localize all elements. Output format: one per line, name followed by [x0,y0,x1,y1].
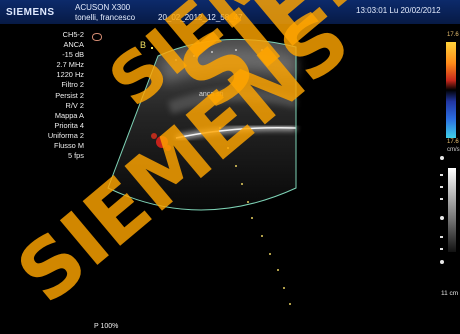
color-scale-max: 17.6 [447,32,459,38]
param-gain: -15 dB [62,50,84,60]
date-time: 13:03:01 Lu 20/02/2012 [356,6,441,15]
depth-label: 11 cm [441,290,459,297]
param-frequency: 2.7 MHz [56,60,84,70]
mode-label: B [140,40,147,50]
doppler-flow-spot [151,133,171,151]
gray-scale-bar [448,168,456,252]
param-rv: R/V 2 [65,100,84,110]
depth-markers [219,127,291,305]
param-flow: Flusso M [54,141,84,151]
color-scale-min: 17.6 [447,139,459,145]
param-filter: Filtro 2 [61,80,84,90]
tissue-image [108,39,296,210]
param-persistence: Persist 2 [55,90,84,100]
color-scale-bar [446,42,456,138]
param-prf: 1220 Hz [56,70,84,80]
color-scale-unit: cm/s [447,147,460,153]
param-map: Mappa A [54,110,84,120]
patient-name: tonelli, francesco [75,13,136,22]
param-uniformity: Uniforma 2 [47,130,84,140]
orientation-marker-icon [92,33,102,41]
color-box-outline [107,38,297,211]
param-frame-rate: 5 fps [67,151,84,161]
param-preset: ANCA [63,40,84,50]
depth-scale [440,156,458,286]
acoustic-power: P 100% [94,323,119,330]
scan-parameters: CH5-2 ANCA -15 dB 2.7 MHz 1220 Hz Filtro… [2,30,84,161]
mode-dot [151,47,153,49]
param-priority: Priorita 4 [54,120,84,130]
study-id: 20_02_2012_12_58_47 [158,13,243,22]
brand-logo: SIEMENS [6,7,55,18]
device-name: ACUSON X300 [75,3,131,12]
param-transducer: CH5-2 [62,30,84,39]
anatomy-annotation: anca sn [199,91,224,98]
header-bar: SIEMENS ACUSON X300 tonelli, francesco 2… [0,0,460,24]
